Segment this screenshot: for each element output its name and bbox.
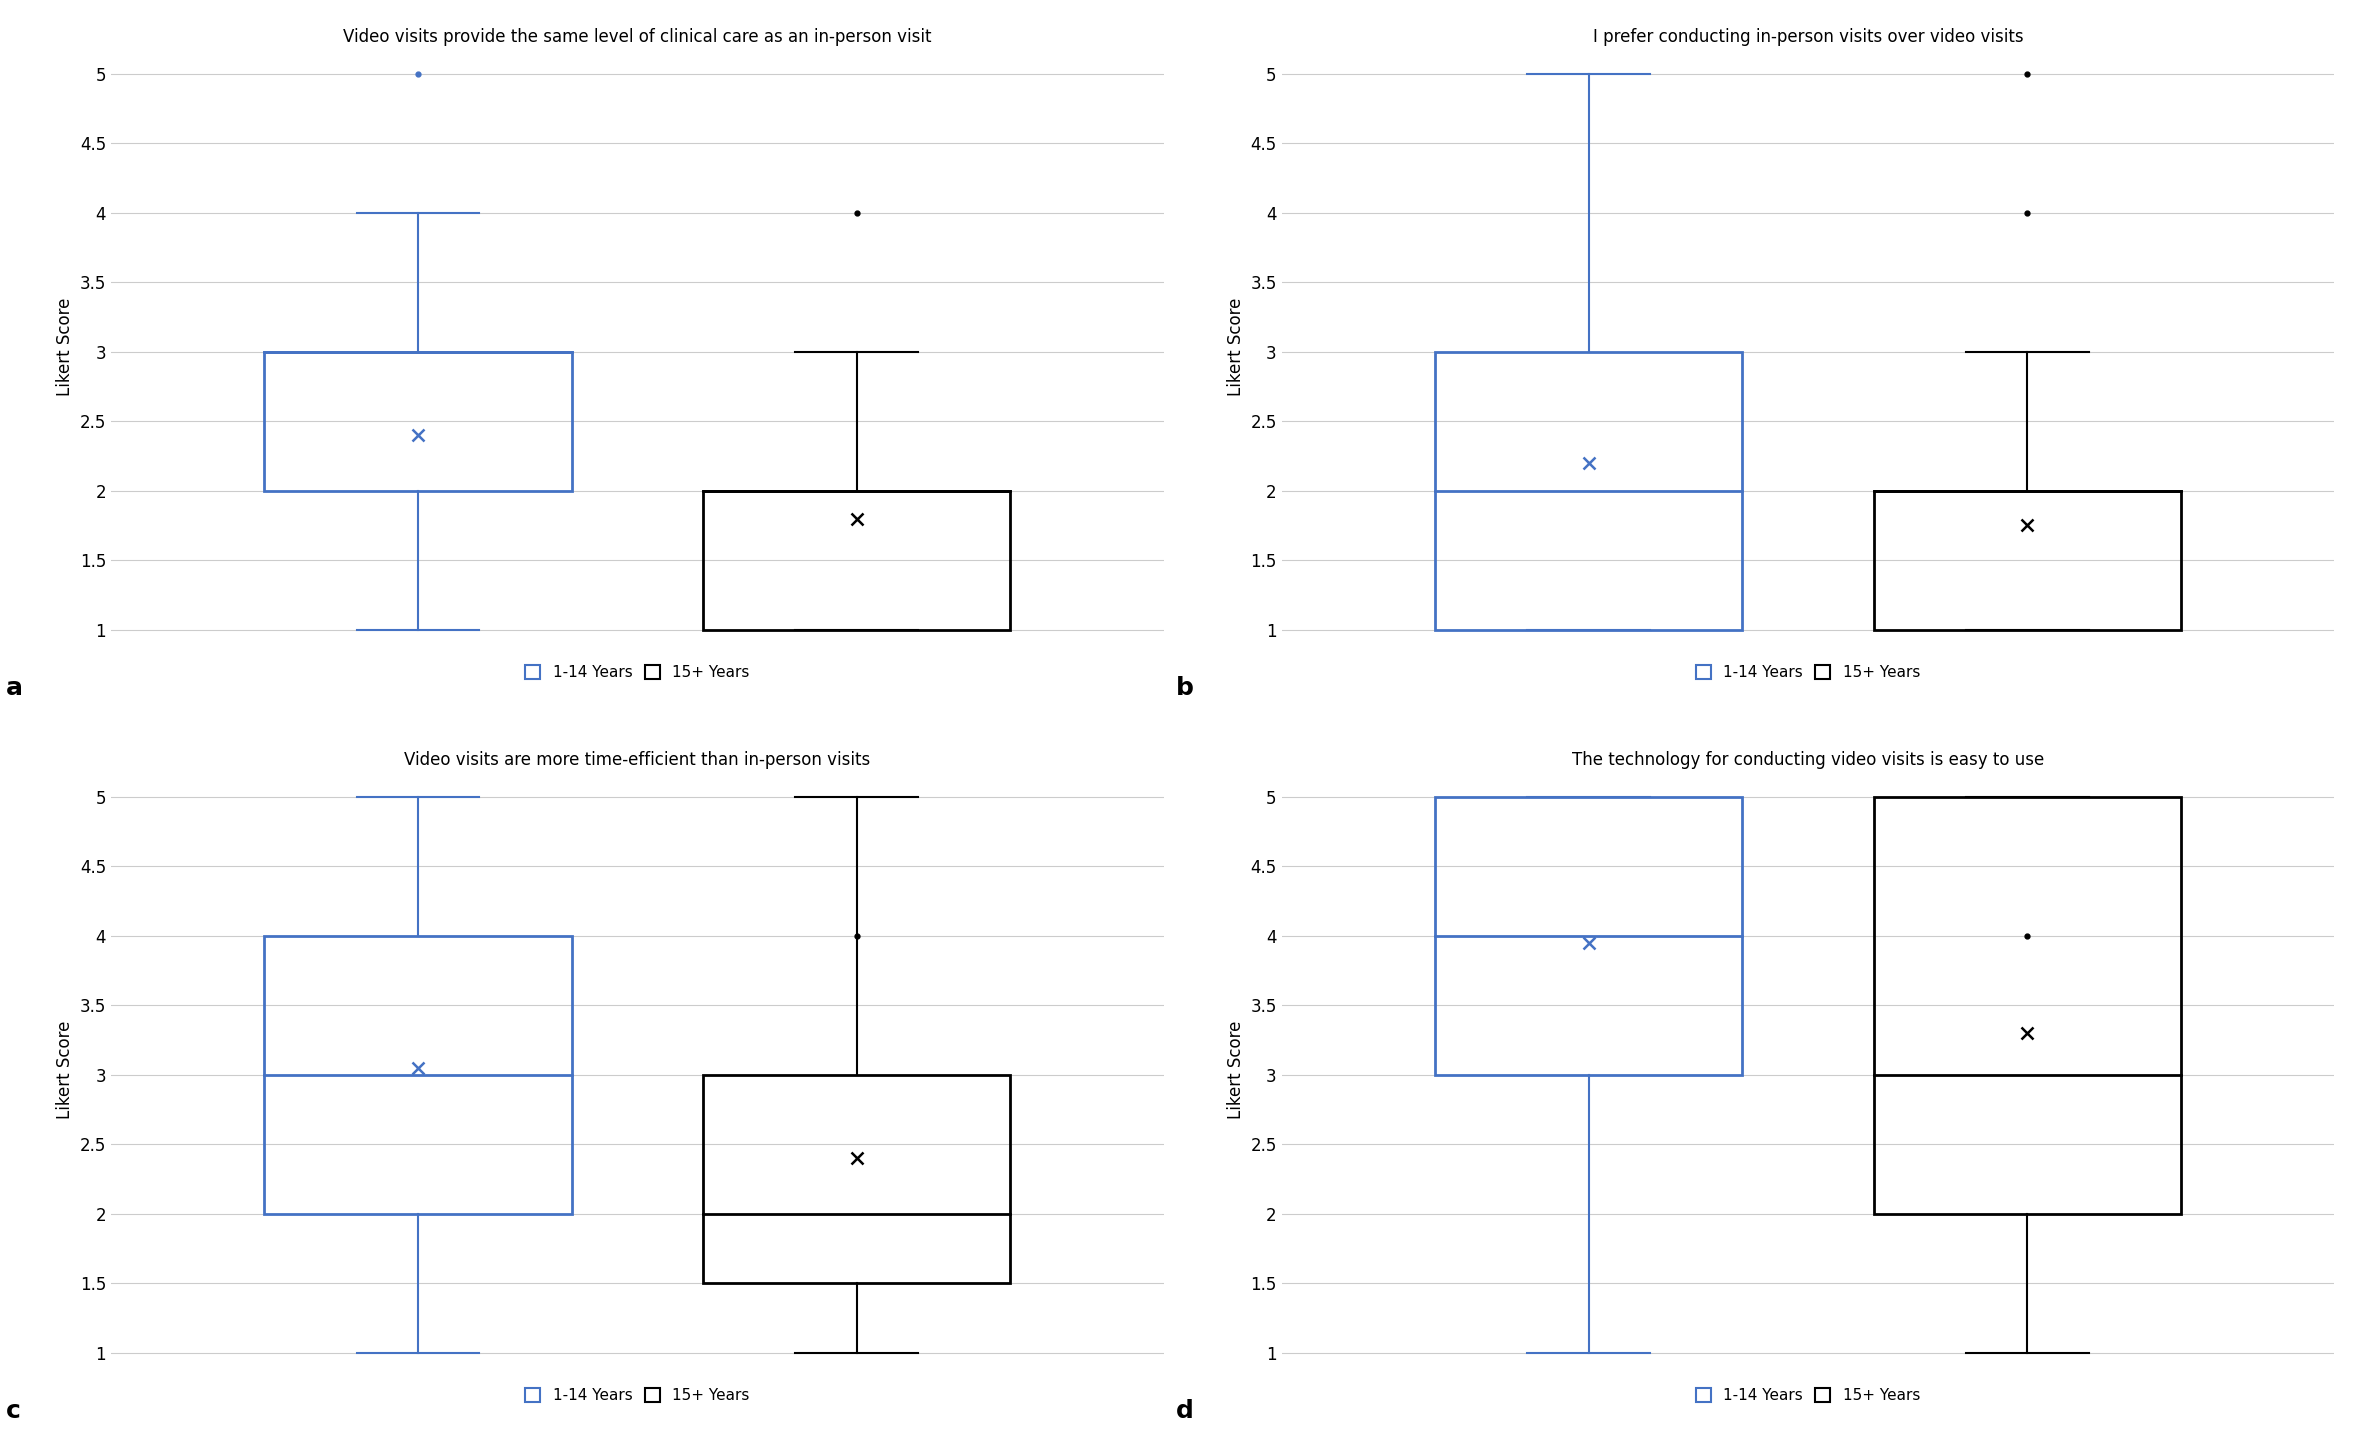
Y-axis label: Likert Score: Likert Score bbox=[57, 298, 73, 396]
Title: I prefer conducting in-person visits over video visits: I prefer conducting in-person visits ove… bbox=[1592, 27, 2024, 46]
Y-axis label: Likert Score: Likert Score bbox=[57, 1021, 73, 1119]
Text: c: c bbox=[5, 1400, 21, 1423]
Bar bbox=[265, 936, 572, 1213]
Y-axis label: Likert Score: Likert Score bbox=[1226, 298, 1245, 396]
Bar bbox=[1873, 797, 2180, 1213]
Bar bbox=[1436, 797, 1743, 1074]
Legend: 1-14 Years, 15+ Years: 1-14 Years, 15+ Years bbox=[1689, 659, 1925, 687]
Title: The technology for conducting video visits is easy to use: The technology for conducting video visi… bbox=[1571, 750, 2043, 769]
Bar bbox=[704, 1074, 1011, 1283]
Text: a: a bbox=[5, 677, 24, 700]
Y-axis label: Likert Score: Likert Score bbox=[1226, 1021, 1245, 1119]
Legend: 1-14 Years, 15+ Years: 1-14 Years, 15+ Years bbox=[520, 1382, 756, 1410]
Legend: 1-14 Years, 15+ Years: 1-14 Years, 15+ Years bbox=[520, 659, 756, 687]
Text: d: d bbox=[1176, 1400, 1195, 1423]
Bar bbox=[265, 351, 572, 490]
Bar bbox=[1873, 490, 2180, 630]
Title: Video visits provide the same level of clinical care as an in-person visit: Video visits provide the same level of c… bbox=[342, 27, 931, 46]
Bar bbox=[1436, 351, 1743, 630]
Text: b: b bbox=[1176, 677, 1195, 700]
Legend: 1-14 Years, 15+ Years: 1-14 Years, 15+ Years bbox=[1689, 1382, 1925, 1410]
Title: Video visits are more time-efficient than in-person visits: Video visits are more time-efficient tha… bbox=[404, 750, 872, 769]
Bar bbox=[704, 490, 1011, 630]
